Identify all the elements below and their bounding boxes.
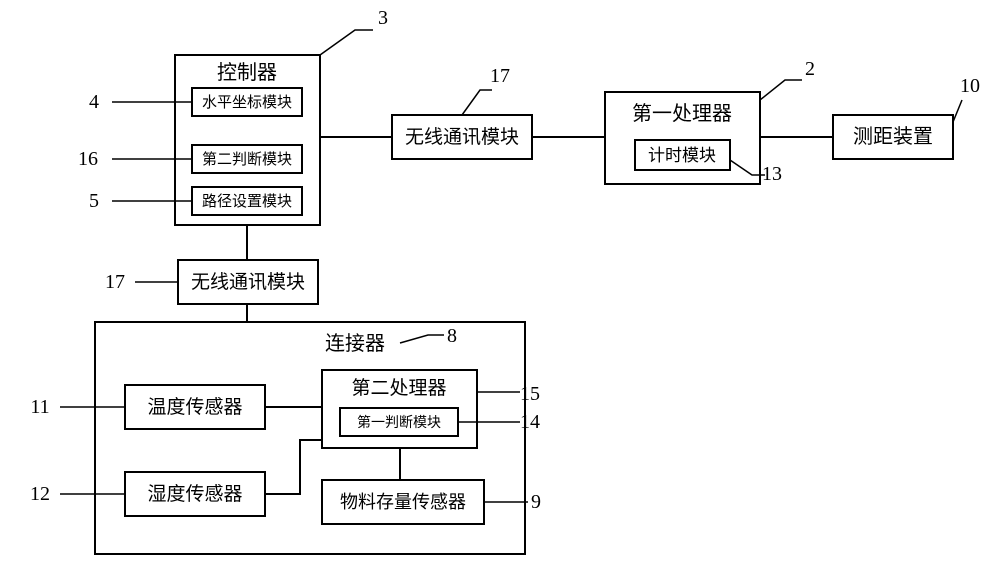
callout-17-label: 17 <box>490 65 510 87</box>
callout-14-label: 14 <box>520 411 540 433</box>
callout-12-label: 12 <box>30 483 50 505</box>
connector_box-label: 连接器 <box>325 332 385 355</box>
callout-17-leader <box>462 90 492 115</box>
node-ranging: 测距装置 <box>833 115 953 159</box>
node-material_sensor: 物料存量传感器 <box>322 480 484 524</box>
timer-label: 计时模块 <box>648 146 716 165</box>
node-humid_sensor: 湿度传感器 <box>125 472 265 516</box>
callout-3-leader <box>320 30 373 55</box>
ranging-label: 测距装置 <box>853 125 933 148</box>
controller-label: 控制器 <box>217 61 277 84</box>
node-second_judge: 第二判断模块 <box>192 145 302 173</box>
node-connector_box: 连接器 <box>95 322 525 554</box>
callout-8-label: 8 <box>447 325 457 347</box>
node-wireless_left: 无线通讯模块 <box>178 260 318 304</box>
node-timer: 计时模块 <box>635 140 730 170</box>
temp_sensor-label: 温度传感器 <box>147 396 242 418</box>
node-path_setting: 路径设置模块 <box>192 187 302 215</box>
callout-16-label: 16 <box>78 148 98 170</box>
callout-13-label: 13 <box>762 163 782 185</box>
callout-8-leader <box>400 335 444 343</box>
humid_sensor-label: 湿度传感器 <box>147 483 242 505</box>
callout-11-label: 11 <box>30 396 49 418</box>
callout-9-label: 9 <box>531 491 541 513</box>
node-temp_sensor: 温度传感器 <box>125 385 265 429</box>
callout-5-label: 5 <box>89 190 99 212</box>
callout-17-label: 17 <box>105 271 125 293</box>
path_setting-label: 路径设置模块 <box>202 193 292 210</box>
edge-humid_sensor-to-second_processor <box>265 440 322 494</box>
wireless_left-label: 无线通讯模块 <box>191 271 305 293</box>
callout-3-label: 3 <box>378 7 388 29</box>
callout-2-leader <box>760 80 802 100</box>
first_processor-label: 第一处理器 <box>632 102 732 125</box>
connector_box-box <box>95 322 525 554</box>
callout-10-label: 10 <box>960 75 980 97</box>
wireless_top-label: 无线通讯模块 <box>405 126 519 148</box>
second_judge-label: 第二判断模块 <box>202 150 292 168</box>
callout-10-leader <box>953 100 962 122</box>
callout-15-label: 15 <box>520 383 540 405</box>
horiz_coord-label: 水平坐标模块 <box>202 94 292 111</box>
material_sensor-label: 物料存量传感器 <box>340 492 466 512</box>
callout-2-label: 2 <box>805 58 815 80</box>
node-first_judge: 第一判断模块 <box>340 408 458 436</box>
node-wireless_top: 无线通讯模块 <box>392 115 532 159</box>
first_judge-label: 第一判断模块 <box>357 414 441 431</box>
second_processor-label: 第二处理器 <box>351 377 446 399</box>
node-horiz_coord: 水平坐标模块 <box>192 88 302 116</box>
callout-4-label: 4 <box>89 91 99 113</box>
